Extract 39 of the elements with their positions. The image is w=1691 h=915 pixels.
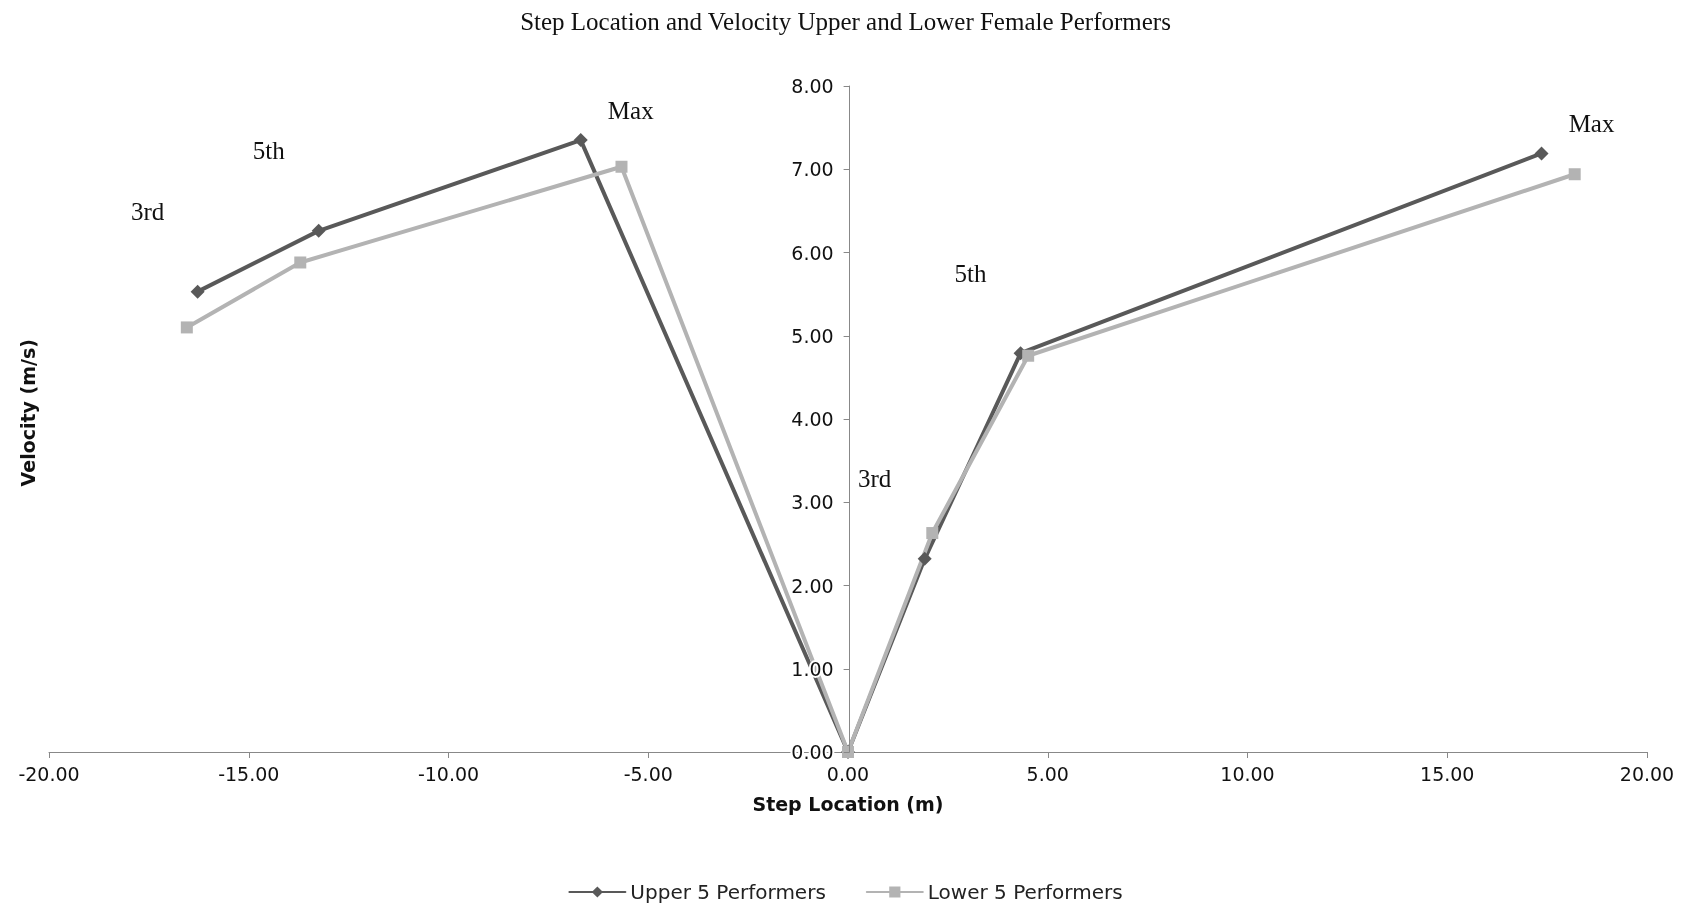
x-tick-label: 0.00	[826, 762, 870, 785]
y-tick-label: 3.00	[791, 491, 834, 514]
y-axis-title: Velocity (m/s)	[16, 339, 39, 487]
x-tick-label: 5.00	[1026, 762, 1069, 785]
chart-title: Step Location and Velocity Upper and Lower Female Performers	[520, 8, 1171, 35]
x-tick-label: 10.00	[1220, 762, 1275, 785]
x-tick-label: 15.00	[1420, 762, 1475, 785]
y-tick-label: 7.00	[791, 158, 834, 181]
legend-label: Upper 5 Performers	[630, 880, 826, 904]
point	[1534, 146, 1549, 161]
point	[180, 321, 193, 334]
x-tick-label: 20.00	[1619, 762, 1675, 785]
annotation: 5th	[954, 259, 988, 287]
point	[1568, 168, 1581, 181]
y-tick-label: 8.00	[791, 75, 834, 97]
point	[926, 527, 939, 540]
x-tick-label: -15.00	[218, 762, 280, 785]
annotation: 5th	[252, 137, 286, 165]
y-tick-label: 2.00	[791, 574, 834, 597]
annotation: Max	[1568, 109, 1615, 137]
x-tick-label: -20.00	[18, 762, 80, 785]
point	[1022, 349, 1035, 362]
x-tick-label: -5.00	[623, 762, 673, 785]
x-tick-label: -10.00	[417, 762, 480, 785]
x-axis-title: Step Location (m)	[752, 792, 944, 815]
point	[615, 160, 628, 173]
point	[917, 551, 932, 566]
annotation: 3rd	[858, 465, 892, 493]
y-tick-label: 5.00	[791, 324, 834, 347]
y-tick-label: 0.00	[791, 741, 834, 763]
y-tick-label: 6.00	[791, 241, 834, 264]
annotation: Max	[607, 96, 655, 124]
legend-label: Lower 5 Performers	[927, 880, 1123, 904]
point	[190, 284, 205, 299]
point	[294, 256, 307, 269]
y-tick-label: 4.00	[791, 408, 834, 430]
point	[311, 223, 326, 238]
point	[573, 133, 588, 148]
annotation: 3rd	[130, 198, 165, 226]
